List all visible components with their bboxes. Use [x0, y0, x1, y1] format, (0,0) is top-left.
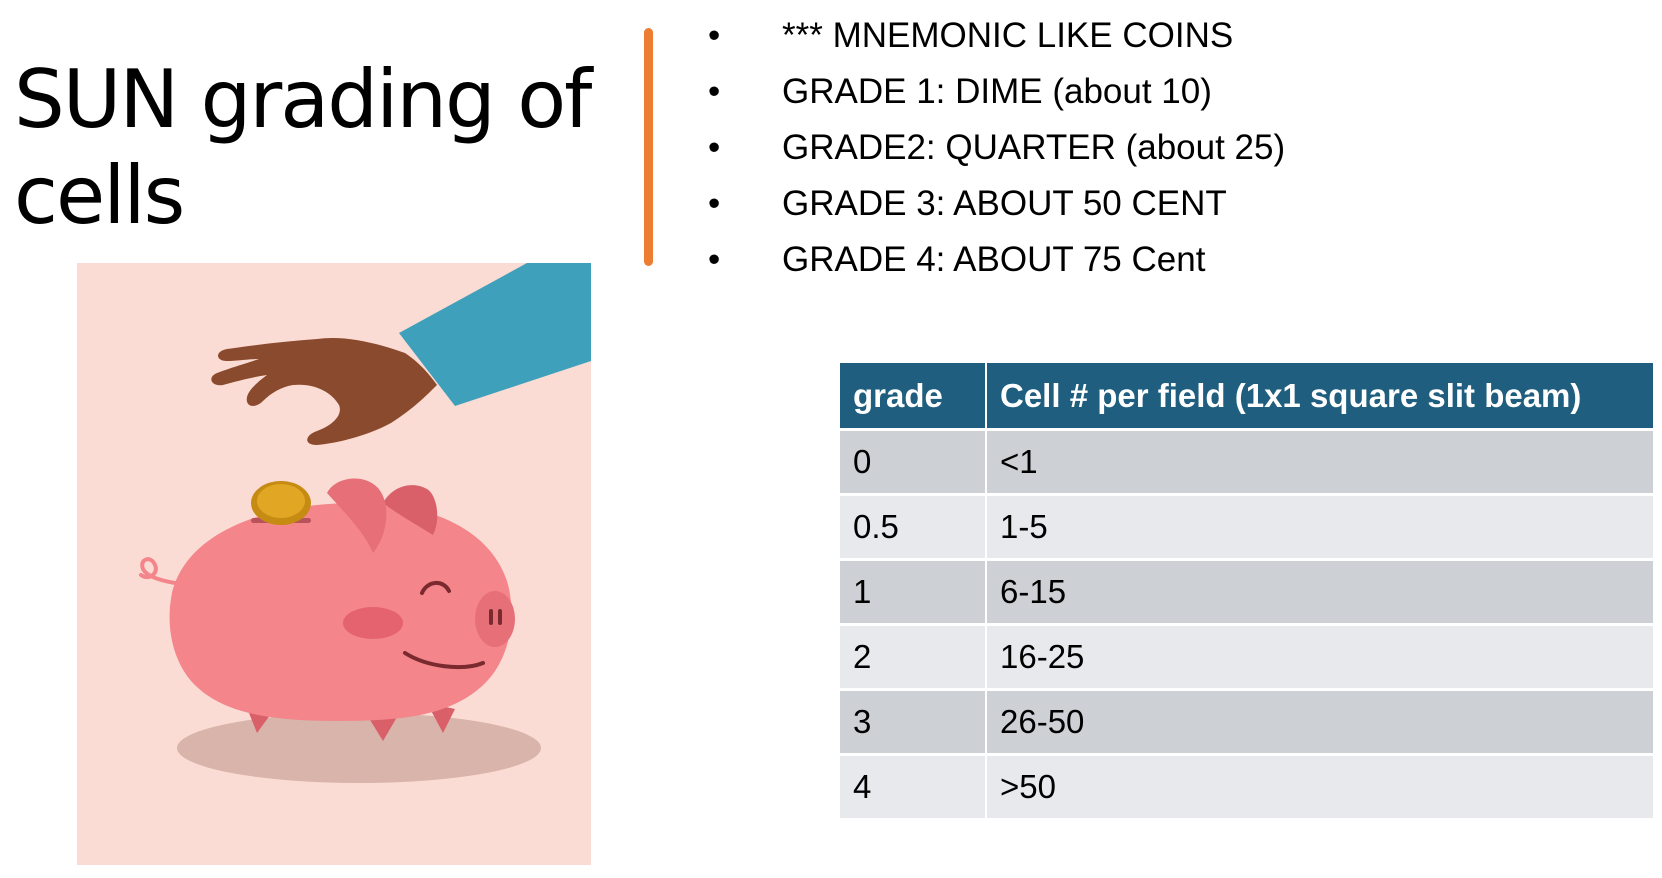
pig-body [169, 503, 512, 721]
accent-bar [644, 28, 653, 266]
cell-count-cell: <1 [986, 429, 1653, 496]
table-row: 0.5 1-5 [840, 494, 1653, 561]
pig-shadow [177, 713, 541, 783]
bullet-item: • GRADE 3: ABOUT 50 CENT [708, 176, 1285, 232]
pig-leg [367, 715, 397, 741]
table-row: 3 26-50 [840, 689, 1653, 756]
slide-title: SUN grading of cells [14, 53, 592, 242]
bullet-dot: • [708, 184, 721, 223]
table-row: 2 16-25 [840, 624, 1653, 691]
table-row: 4 >50 [840, 754, 1653, 821]
bullet-item: • *** MNEMONIC LIKE COINS [708, 8, 1285, 64]
table-row: 1 6-15 [840, 559, 1653, 626]
bullet-item: • GRADE 1: DIME (about 10) [708, 64, 1285, 120]
bullet-text: GRADE 1: DIME (about 10) [782, 72, 1212, 111]
cell-count-cell: 26-50 [986, 689, 1653, 756]
grade-cell: 0.5 [840, 494, 987, 561]
bullet-dot: • [708, 240, 721, 279]
pig-nostril [489, 609, 493, 625]
column-header-cell-count: Cell # per field (1x1 square slit beam) [986, 363, 1653, 431]
grade-cell: 2 [840, 624, 987, 691]
cell-count-cell: >50 [986, 754, 1653, 821]
table-header-row: grade Cell # per field (1x1 square slit … [840, 363, 1653, 431]
hand [211, 337, 437, 445]
grade-cell: 0 [840, 429, 987, 496]
grade-cell: 1 [840, 559, 987, 626]
piggy-bank-picture [77, 263, 591, 865]
pig-eye [420, 581, 451, 595]
grade-cell: 4 [840, 754, 987, 821]
cell-count-cell: 6-15 [986, 559, 1653, 626]
bullet-text: GRADE 3: ABOUT 50 CENT [782, 184, 1227, 223]
bullet-dot: • [708, 16, 721, 55]
pig-smile [403, 651, 485, 670]
bullet-text: GRADE2: QUARTER (about 25) [782, 128, 1286, 167]
bullet-item: • GRADE 4: ABOUT 75 Cent [708, 232, 1285, 288]
bullet-dot: • [708, 128, 721, 167]
bullet-text: *** MNEMONIC LIKE COINS [782, 16, 1234, 55]
pig-nostril [498, 609, 502, 625]
pig-snout [475, 591, 515, 647]
bullet-dot: • [708, 72, 721, 111]
pig-ear [383, 485, 438, 535]
bullet-list: • *** MNEMONIC LIKE COINS • GRADE 1: DIME … [708, 8, 1285, 288]
grade-cell: 3 [840, 689, 987, 756]
piggy-bank-illustration [77, 263, 591, 865]
sleeve [399, 263, 591, 406]
bullet-item: • GRADE2: QUARTER (about 25) [708, 120, 1285, 176]
table-row: 0 <1 [840, 429, 1653, 496]
cell-count-cell: 16-25 [986, 624, 1653, 691]
bullet-text: GRADE 4: ABOUT 75 Cent [782, 240, 1206, 279]
column-header-grade: grade [840, 363, 987, 431]
pig-cheek [343, 607, 403, 639]
pig-ear [327, 478, 387, 553]
cell-count-cell: 1-5 [986, 494, 1653, 561]
grade-table: grade Cell # per field (1x1 square slit … [840, 363, 1653, 821]
coin-face [257, 484, 305, 518]
pig-tail [139, 557, 177, 585]
